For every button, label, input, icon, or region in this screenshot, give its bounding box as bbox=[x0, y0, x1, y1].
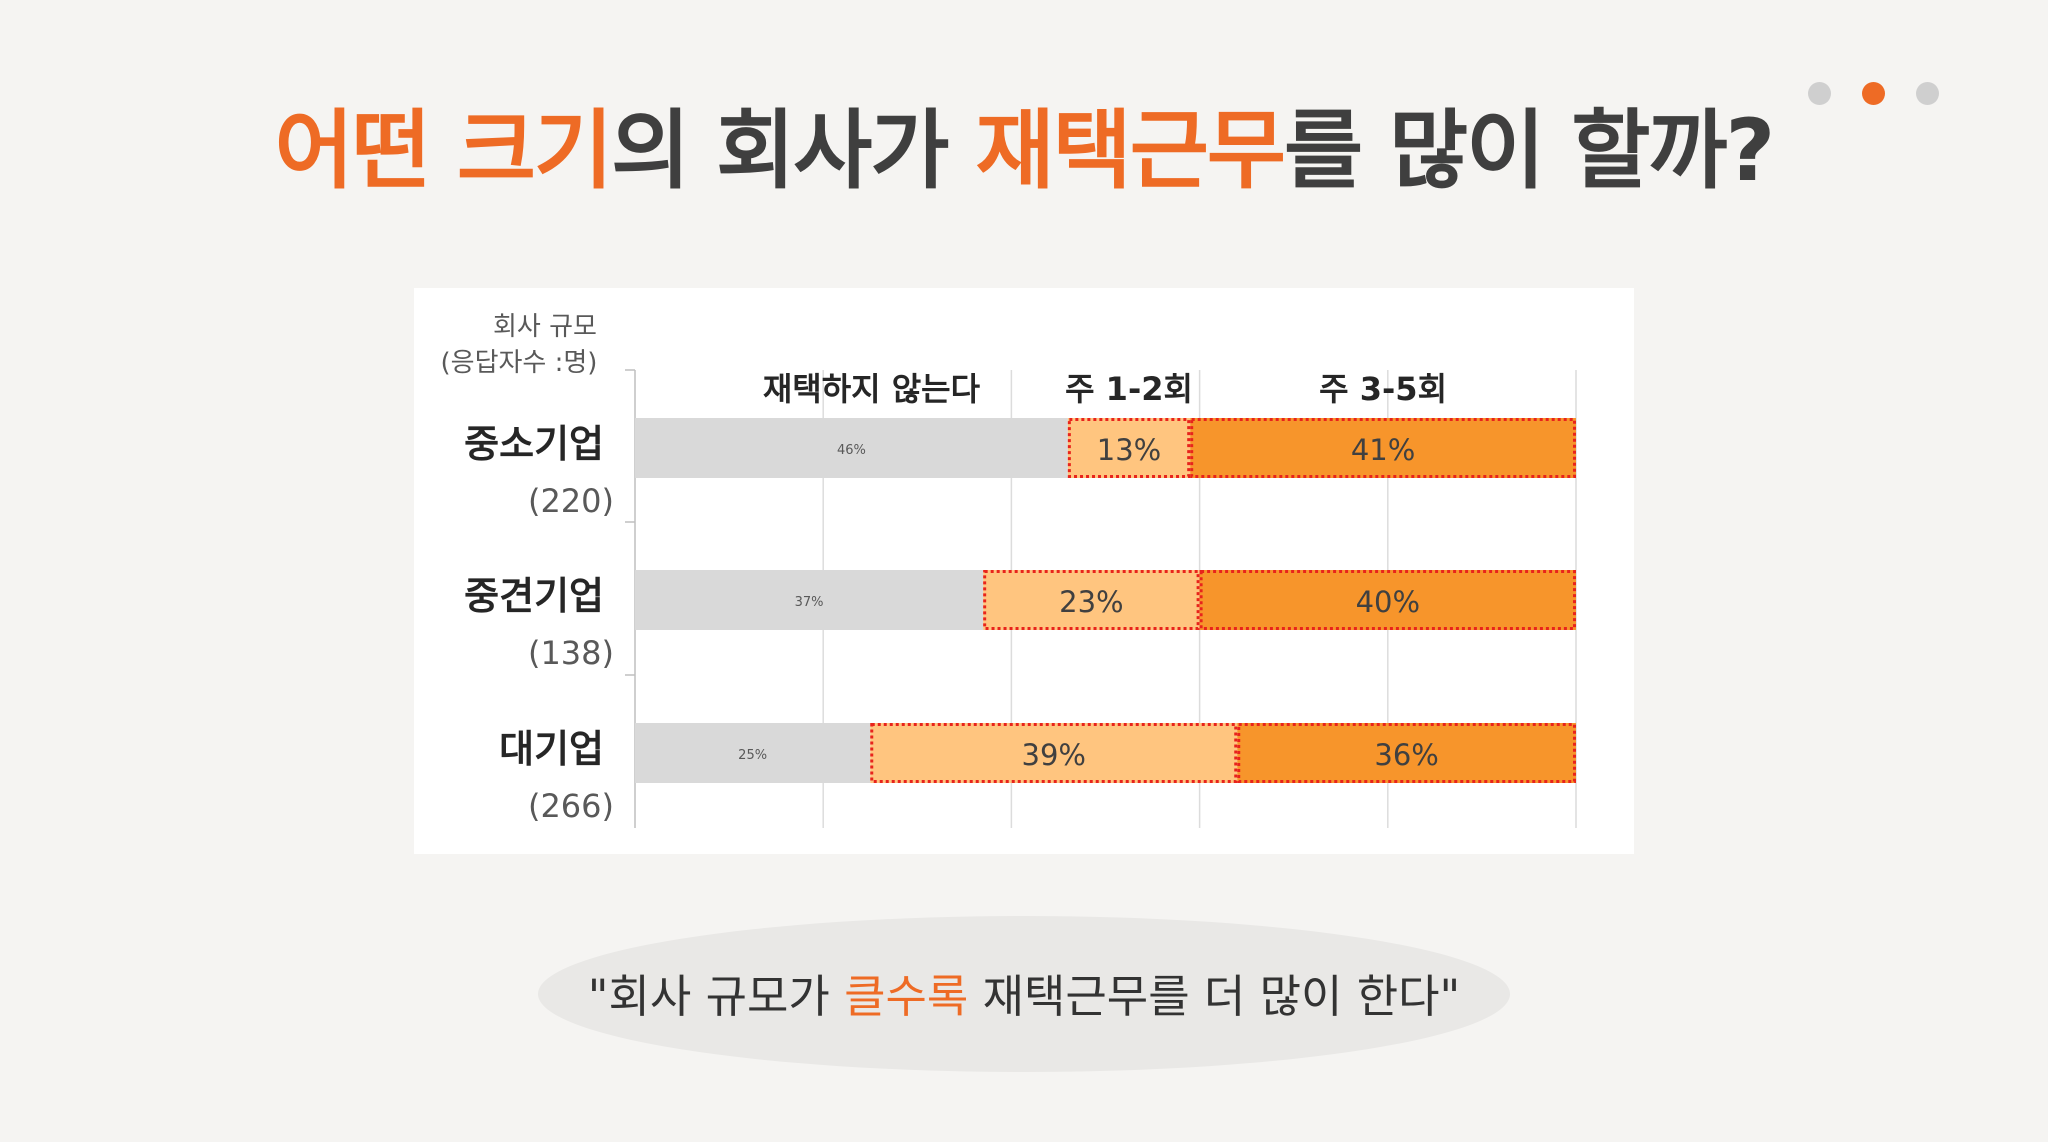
category-count-2: (138) bbox=[528, 634, 614, 672]
bar-2-1 bbox=[635, 570, 984, 630]
label-layer: 회사 규모 (응답자수 :명) 재택하지 않는다 주 1-2회 주 3-5회 46% 13%… bbox=[441, 312, 1447, 825]
title-highlight-remote: 재택근무 bbox=[975, 101, 1285, 201]
data-label-1-3: 41% bbox=[1351, 433, 1415, 467]
bar-layer bbox=[635, 418, 1576, 783]
bar-1-2 bbox=[1067, 418, 1191, 478]
page-title: 어떤 크기의 회사가 재택근무를 많이 할까? bbox=[0, 80, 2048, 205]
category-label-2: 중견기업 bbox=[464, 574, 604, 618]
data-label-1-1: 46% bbox=[837, 443, 866, 458]
data-label-3-2: 39% bbox=[1022, 738, 1086, 772]
bar-2-3 bbox=[1199, 570, 1576, 630]
title-highlight-size: 어떤 크기 bbox=[274, 101, 613, 201]
bar-1-3 bbox=[1190, 418, 1576, 478]
caption: "회사 규모가 클수록 재택근무를 더 많이 한다" bbox=[538, 960, 1510, 1025]
data-label-2-3: 40% bbox=[1356, 585, 1420, 619]
data-label-1-2: 13% bbox=[1097, 433, 1161, 467]
bar-outline-3-3 bbox=[1237, 723, 1576, 783]
slide-pager bbox=[1808, 82, 1939, 105]
category-label-1: 중소기업 bbox=[464, 422, 604, 466]
series-header-2: 주 1-2회 bbox=[1065, 370, 1193, 408]
pager-dot-3[interactable] bbox=[1916, 82, 1939, 105]
chart-card: 회사 규모 (응답자수 :명) 재택하지 않는다 주 1-2회 주 3-5회 46% 13%… bbox=[414, 288, 1634, 854]
caption-post: 재택근무를 더 많이 한다" bbox=[968, 970, 1461, 1023]
bar-1-1 bbox=[635, 418, 1068, 478]
data-label-2-2: 23% bbox=[1059, 585, 1123, 619]
caption-pill bbox=[538, 916, 1510, 1072]
data-label-3-3: 36% bbox=[1374, 738, 1438, 772]
caption-highlight: 클수록 bbox=[844, 970, 969, 1023]
pager-dot-1[interactable] bbox=[1808, 82, 1831, 105]
category-count-1: (220) bbox=[528, 482, 614, 520]
bar-3-2 bbox=[870, 723, 1238, 783]
data-label-2-1: 37% bbox=[795, 595, 824, 610]
title-text-question: 를 많이 할까? bbox=[1283, 101, 1775, 201]
category-label-3: 대기업 bbox=[499, 727, 604, 771]
axis-label-line-1: 회사 규모 bbox=[493, 312, 597, 342]
title-text-company: 의 회사가 bbox=[611, 101, 976, 201]
bar-outline-3-2 bbox=[870, 723, 1238, 783]
bar-2-2 bbox=[983, 570, 1200, 630]
stacked-bar-chart: 회사 규모 (응답자수 :명) 재택하지 않는다 주 1-2회 주 3-5회 46% 13%… bbox=[441, 312, 1577, 828]
bar-outline-2-3 bbox=[1199, 570, 1576, 630]
bar-outline-2-2 bbox=[983, 570, 1200, 630]
bar-3-1 bbox=[635, 723, 871, 783]
series-header-1: 재택하지 않는다 bbox=[763, 370, 981, 408]
bar-3-3 bbox=[1237, 723, 1576, 783]
axis-label-line-2: (응답자수 :명) bbox=[441, 348, 598, 378]
category-count-3: (266) bbox=[528, 787, 614, 825]
bar-outline-1-3 bbox=[1190, 418, 1576, 478]
bar-outline-1-2 bbox=[1067, 418, 1191, 478]
data-label-3-1: 25% bbox=[738, 748, 767, 763]
series-header-3: 주 3-5회 bbox=[1319, 370, 1447, 408]
caption-pre: "회사 규모가 bbox=[587, 970, 845, 1023]
pager-dot-2[interactable] bbox=[1862, 82, 1885, 105]
